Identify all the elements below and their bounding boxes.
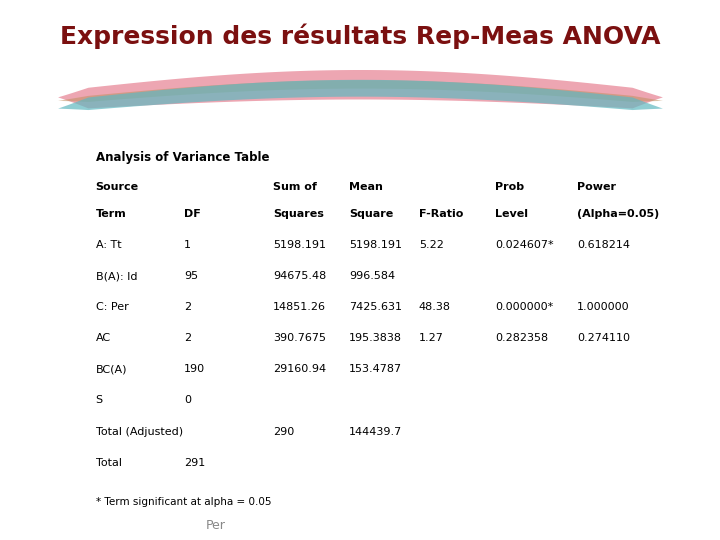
Text: 1.000000: 1.000000 <box>577 302 630 312</box>
Text: 5.22: 5.22 <box>419 240 444 250</box>
Text: 14851.26: 14851.26 <box>273 302 326 312</box>
Text: BC(A): BC(A) <box>96 364 127 374</box>
Text: * Term significant at alpha = 0.05: * Term significant at alpha = 0.05 <box>96 497 271 507</box>
Text: (Alpha=0.05): (Alpha=0.05) <box>577 209 660 219</box>
Text: 94675.48: 94675.48 <box>273 271 326 281</box>
Text: 5198.191: 5198.191 <box>273 240 326 250</box>
Text: 0.274110: 0.274110 <box>577 333 630 343</box>
Text: DF: DF <box>184 209 201 219</box>
Text: 1.27: 1.27 <box>419 333 444 343</box>
Text: Total: Total <box>96 458 122 468</box>
Text: 153.4787: 153.4787 <box>349 364 402 374</box>
Text: 195.3838: 195.3838 <box>349 333 402 343</box>
Text: 0: 0 <box>184 395 192 406</box>
Text: 2: 2 <box>184 302 192 312</box>
Text: A: Tt: A: Tt <box>96 240 121 250</box>
Text: 7425.631: 7425.631 <box>349 302 402 312</box>
Text: Level: Level <box>495 209 528 219</box>
Text: 190: 190 <box>184 364 205 374</box>
Text: Power: Power <box>577 181 616 192</box>
Text: S: S <box>96 395 103 406</box>
Text: Sum of: Sum of <box>273 181 317 192</box>
Text: Square: Square <box>349 209 393 219</box>
Text: Term: Term <box>96 209 127 219</box>
Text: 1: 1 <box>184 240 192 250</box>
Text: 48.38: 48.38 <box>419 302 451 312</box>
Text: F-Ratio: F-Ratio <box>419 209 463 219</box>
Text: Squares: Squares <box>273 209 324 219</box>
Text: Source: Source <box>96 181 139 192</box>
Text: 2: 2 <box>184 333 192 343</box>
Text: Analysis of Variance Table: Analysis of Variance Table <box>96 151 269 164</box>
Text: 0.024607*: 0.024607* <box>495 240 554 250</box>
Text: Total (Adjusted): Total (Adjusted) <box>96 427 183 437</box>
Text: Expression des résultats Rep-Meas ANOVA: Expression des résultats Rep-Meas ANOVA <box>60 24 660 49</box>
Text: 291: 291 <box>184 458 206 468</box>
Text: Mean: Mean <box>349 181 383 192</box>
Text: 95: 95 <box>184 271 199 281</box>
Text: C: Per: C: Per <box>96 302 128 312</box>
Text: 290: 290 <box>273 427 294 437</box>
Text: 996.584: 996.584 <box>349 271 395 281</box>
Text: 0.282358: 0.282358 <box>495 333 548 343</box>
Text: Per: Per <box>206 519 226 532</box>
Text: 0.000000*: 0.000000* <box>495 302 553 312</box>
Text: 0.618214: 0.618214 <box>577 240 630 250</box>
Text: B(A): Id: B(A): Id <box>96 271 137 281</box>
Text: Prob: Prob <box>495 181 524 192</box>
Text: 390.7675: 390.7675 <box>273 333 326 343</box>
Text: 144439.7: 144439.7 <box>349 427 402 437</box>
Text: 5198.191: 5198.191 <box>349 240 402 250</box>
Text: AC: AC <box>96 333 111 343</box>
Text: 29160.94: 29160.94 <box>273 364 326 374</box>
